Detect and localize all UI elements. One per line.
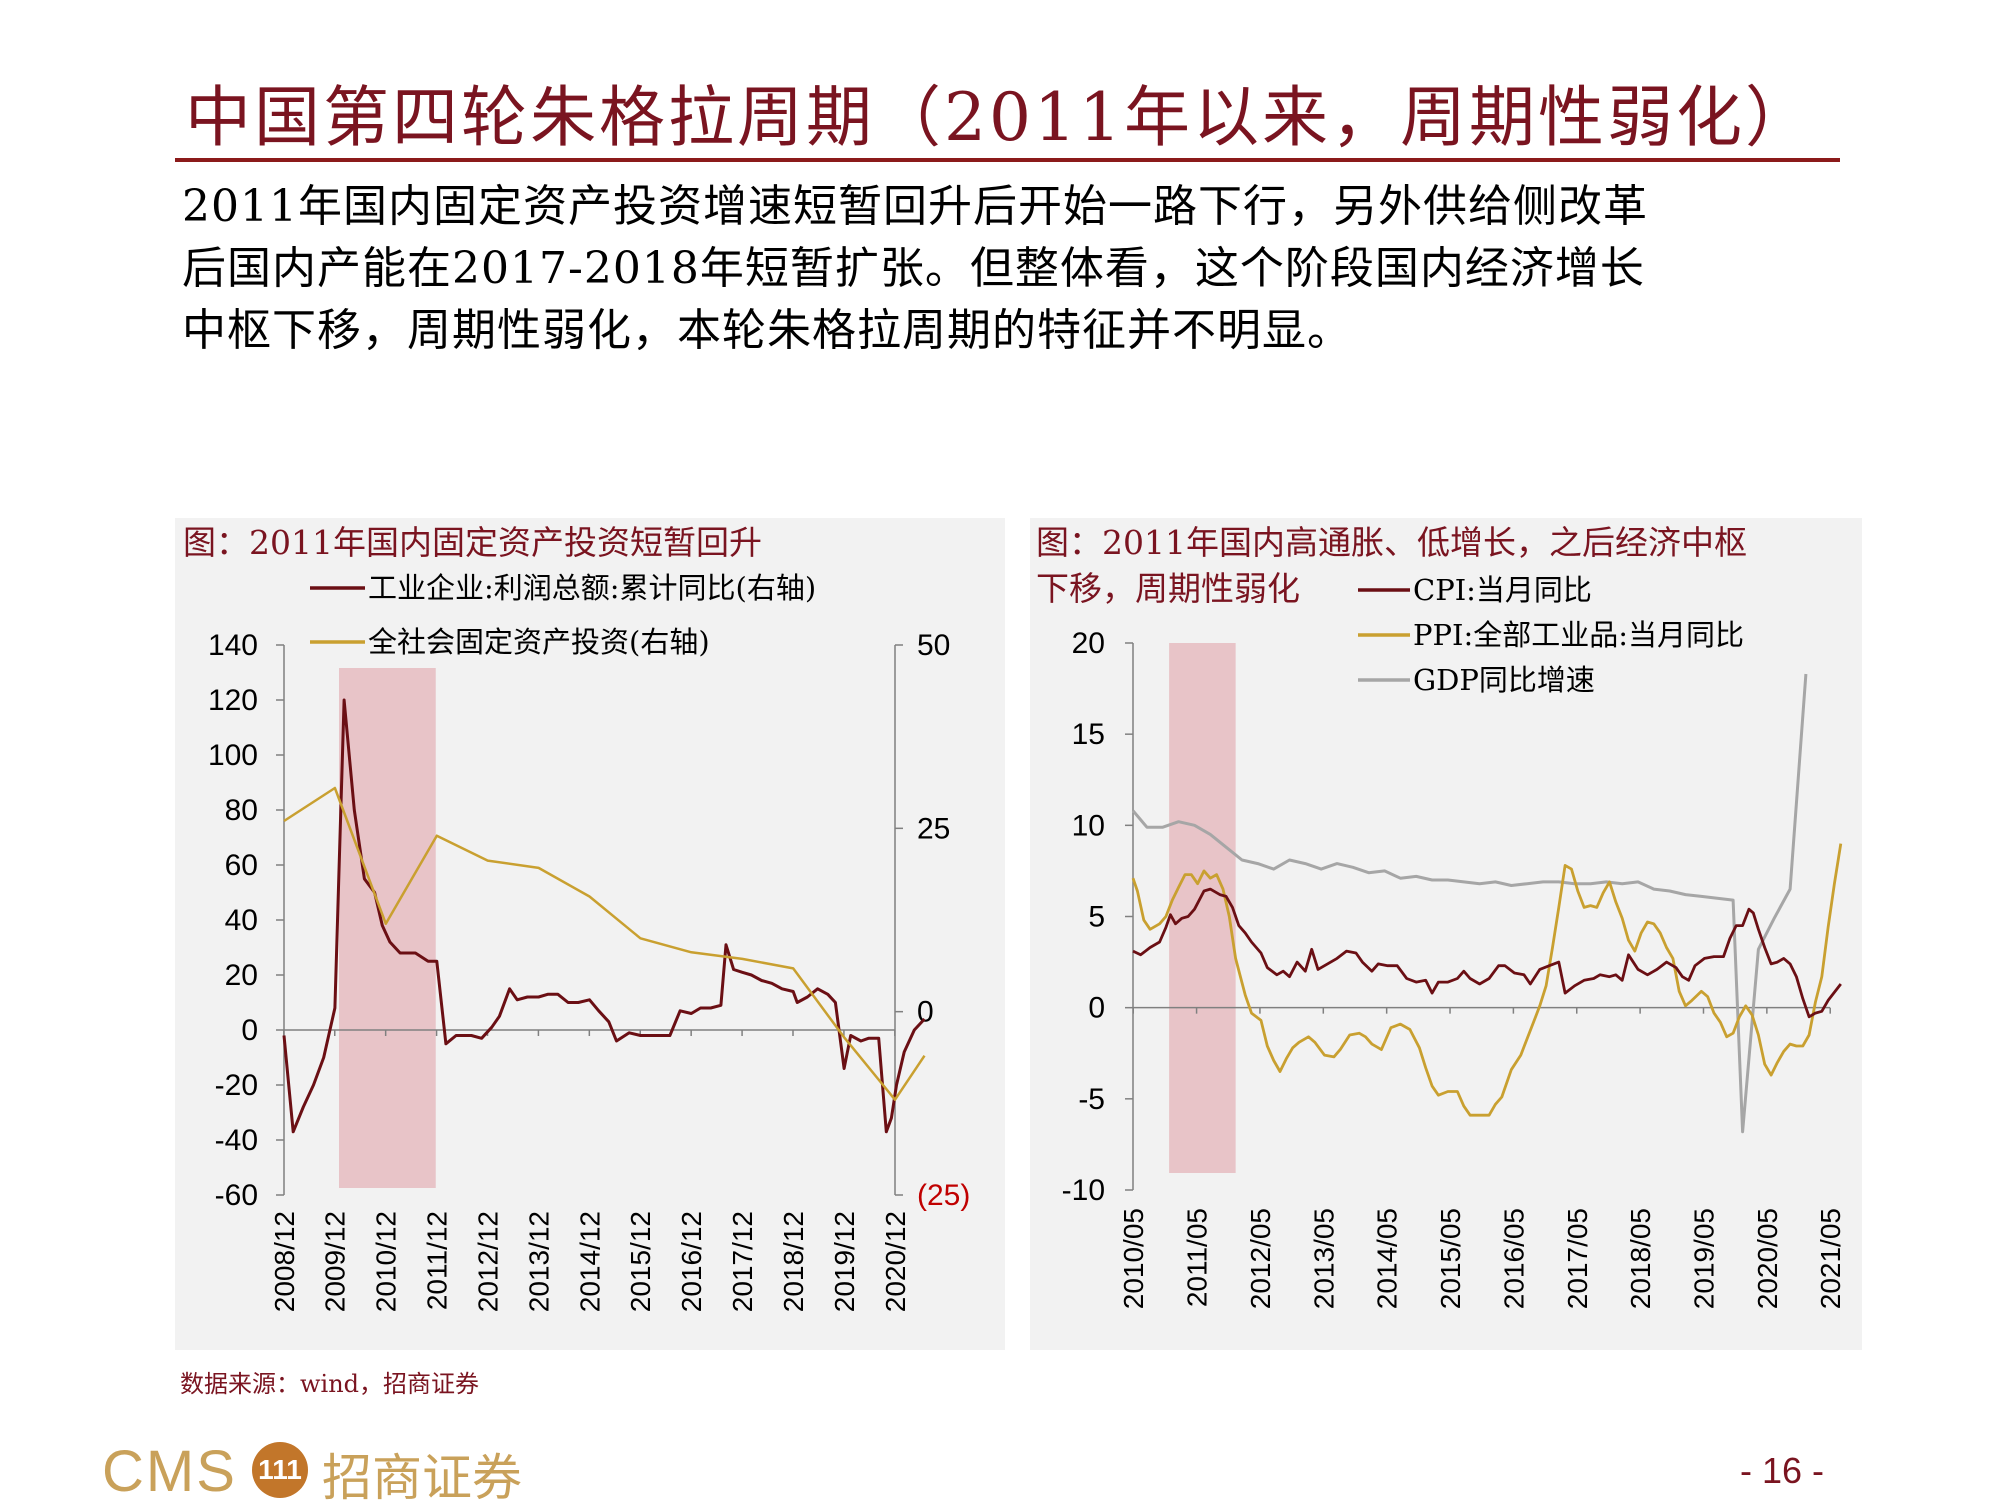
left-tick-label: 120 [208, 684, 258, 717]
shaded-period [338, 668, 436, 1188]
data-source-note: 数据来源：wind，招商证券 [180, 1370, 480, 1398]
right-tick-label: 25 [917, 812, 950, 845]
chart-title: 下移，周期性弱化 [1036, 569, 1300, 608]
left-tick-label: 20 [225, 959, 258, 992]
y-tick-label: 10 [1072, 809, 1105, 842]
right-tick-label: 50 [917, 629, 950, 662]
x-tick-label: 2015/12 [625, 1211, 656, 1312]
x-tick-label: 2012/12 [472, 1211, 503, 1312]
series-line [283, 786, 926, 1101]
left-tick-label: -40 [215, 1124, 258, 1157]
x-tick-label: 2021/05 [1815, 1208, 1846, 1309]
chart-right-panel: 图：2011年国内高通胀、低增长，之后经济中枢 下移，周期性弱化 20 15 10 5 0 -… [1030, 518, 1862, 1350]
intro-line: 2011年国内固定资产投资增速短暂回升后开始一路下行，另外供给侧改革 [182, 181, 1648, 232]
x-tick-label: 2019/12 [829, 1211, 860, 1312]
x-tick-label: 2010/05 [1118, 1208, 1149, 1309]
shaded-period [1169, 643, 1236, 1173]
fixed-investment-chart: 图：2011年国内固定资产投资短暂回升 140 120 100 80 60 40 20 0 -20… [183, 523, 970, 1312]
chart-title: 图：2011年国内固定资产投资短暂回升 [183, 523, 762, 562]
x-tick-label: 2015/05 [1435, 1208, 1466, 1309]
page-number: - 16 - [1740, 1450, 1825, 1491]
x-tick-label: 2014/05 [1372, 1208, 1403, 1309]
y-tick-label: 0 [1088, 992, 1105, 1025]
x-tick-label: 2017/12 [727, 1211, 758, 1312]
series-line [1131, 673, 1808, 1134]
left-tick-label: -60 [215, 1179, 258, 1212]
series-line [282, 698, 926, 1134]
left-tick-label: 100 [208, 739, 258, 772]
x-tick-label: 2017/05 [1562, 1208, 1593, 1309]
slide-title: 中国第四轮朱格拉周期（2011年以来，周期性弱化） [185, 79, 1814, 156]
x-tick-label: 2013/12 [523, 1211, 554, 1312]
logo-badge-icon: 111 [252, 1442, 308, 1498]
x-tick-label: 2011/12 [422, 1211, 453, 1310]
legend-label: 全社会固定资产投资(右轴) [368, 625, 710, 659]
intro-paragraph: 2011年国内固定资产投资增速短暂回升后开始一路下行，另外供给侧改革 后国内产能… [182, 176, 1832, 362]
legend-label: PPI:全部工业品:当月同比 [1413, 618, 1744, 652]
left-tick-label: 60 [225, 849, 258, 882]
y-tick-label: 20 [1072, 627, 1105, 660]
logo-chinese: 招商证券 [322, 1449, 522, 1507]
x-tick-label: 2020/05 [1752, 1208, 1783, 1309]
x-tick-label: 2011/05 [1182, 1208, 1213, 1307]
left-tick-label: 40 [225, 904, 258, 937]
legend-label: GDP同比增速 [1413, 663, 1595, 697]
series-line [1132, 887, 1842, 1019]
y-tick-label: -5 [1078, 1083, 1105, 1116]
y-tick-label: 15 [1072, 718, 1105, 751]
x-tick-label: 2016/05 [1498, 1208, 1529, 1309]
logo-latin: CMS [102, 1439, 237, 1504]
x-tick-label: 2009/12 [320, 1211, 351, 1312]
intro-line: 后国内产能在2017-2018年短暂扩张。但整体看，这个阶段国内经济增长 [182, 243, 1645, 294]
title-divider [175, 158, 1840, 162]
left-tick-label: 140 [208, 629, 258, 662]
y-tick-label: 5 [1088, 901, 1105, 934]
legend-label: CPI:当月同比 [1413, 573, 1592, 607]
x-tick-label: 2012/05 [1245, 1208, 1276, 1309]
legend-label: 工业企业:利润总额:累计同比(右轴) [368, 571, 816, 605]
x-tick-label: 2018/05 [1625, 1208, 1656, 1309]
intro-line: 中枢下移，周期性弱化，本轮朱格拉周期的特征并不明显。 [182, 305, 1352, 356]
left-tick-label: 80 [225, 794, 258, 827]
y-tick-label: -10 [1062, 1174, 1105, 1207]
left-tick-label: 0 [241, 1014, 258, 1047]
chart-left-panel: 图：2011年国内固定资产投资短暂回升 140 120 100 80 60 40 20 0 -20… [175, 518, 1005, 1350]
series-line [1131, 843, 1843, 1117]
x-tick-label: 2013/05 [1308, 1208, 1339, 1309]
chart-title: 图：2011年国内高通胀、低增长，之后经济中枢 [1036, 523, 1747, 562]
x-tick-label: 2018/12 [778, 1211, 809, 1312]
x-tick-label: 2010/12 [371, 1211, 402, 1312]
x-tick-label: 2019/05 [1688, 1208, 1719, 1309]
x-tick-label: 2014/12 [574, 1211, 605, 1312]
x-tick-label: 2020/12 [880, 1211, 911, 1312]
left-tick-label: -20 [215, 1069, 258, 1102]
right-tick-label: (25) [917, 1179, 970, 1212]
x-tick-label: 2008/12 [269, 1211, 300, 1312]
x-tick-label: 2016/12 [676, 1211, 707, 1312]
